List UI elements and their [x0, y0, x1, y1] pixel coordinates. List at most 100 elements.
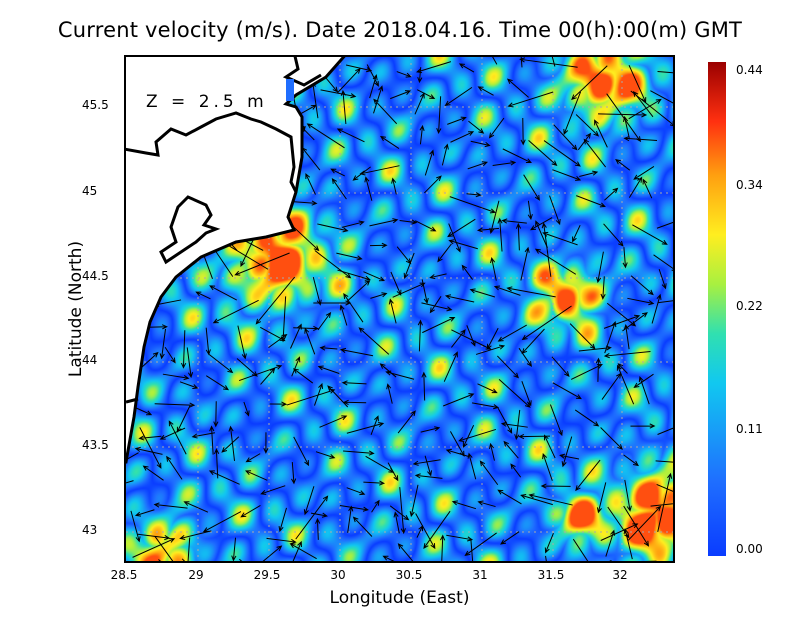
velocity-arrow — [492, 160, 517, 167]
map-plot-area — [124, 55, 675, 563]
velocity-arrow — [545, 555, 547, 561]
velocity-arrow — [396, 246, 412, 265]
velocity-arrow — [461, 264, 474, 280]
velocity-arrow — [315, 451, 336, 459]
velocity-arrow — [497, 489, 522, 505]
velocity-arrow — [436, 96, 442, 135]
velocity-arrow — [540, 483, 571, 489]
y-tick-label: 43 — [82, 523, 98, 537]
velocity-arrow — [521, 305, 572, 341]
velocity-arrow — [399, 487, 406, 535]
velocity-arrow — [320, 89, 357, 99]
velocity-arrow — [530, 217, 553, 231]
velocity-arrow — [604, 187, 619, 201]
velocity-arrow — [657, 472, 673, 532]
velocity-arrow — [606, 93, 642, 143]
velocity-arrow — [501, 218, 527, 224]
velocity-arrow — [579, 170, 599, 178]
velocity-arrow — [159, 328, 167, 360]
velocity-arrow — [363, 271, 386, 282]
velocity-arrow — [337, 269, 371, 281]
velocity-arrow — [615, 159, 631, 171]
velocity-arrow — [575, 114, 600, 137]
velocity-arrow — [542, 452, 553, 481]
velocity-arrow — [183, 501, 209, 513]
velocity-arrow — [543, 140, 581, 167]
velocity-arrow — [458, 428, 497, 443]
velocity-arrow — [337, 67, 361, 94]
velocity-arrow — [306, 562, 345, 563]
velocity-arrow — [138, 435, 162, 441]
velocity-arrow — [415, 220, 437, 232]
velocity-arrow — [486, 327, 499, 350]
velocity-arrow — [373, 85, 384, 114]
velocity-arrow — [330, 168, 345, 177]
velocity-arrow — [213, 401, 219, 428]
velocity-arrow — [600, 276, 606, 300]
velocity-arrow — [245, 453, 261, 463]
velocity-arrow — [488, 442, 495, 461]
velocity-arrow — [364, 176, 373, 201]
velocity-arrow — [423, 510, 451, 550]
velocity-arrow — [449, 196, 497, 214]
velocity-arrow — [312, 276, 322, 306]
velocity-arrow — [466, 325, 476, 347]
velocity-arrow — [278, 507, 287, 533]
velocity-arrow — [221, 436, 240, 453]
velocity-arrow — [492, 57, 498, 65]
velocity-arrow — [341, 220, 365, 228]
x-tick-label: 31 — [472, 568, 488, 582]
velocity-arrow — [424, 455, 433, 477]
velocity-arrow — [578, 345, 612, 352]
velocity-arrow — [498, 379, 531, 408]
velocity-arrow — [541, 222, 552, 277]
velocity-arrow — [379, 363, 397, 378]
velocity-arrow — [528, 493, 573, 506]
velocity-arrow — [497, 217, 503, 252]
velocity-arrow — [286, 388, 336, 406]
velocity-arrow — [632, 90, 654, 118]
velocity-arrow — [572, 538, 589, 561]
velocity-arrow — [467, 452, 477, 480]
velocity-arrow — [231, 537, 237, 561]
velocity-arrow — [471, 402, 500, 410]
velocity-arrow — [414, 92, 425, 115]
velocity-arrow — [518, 347, 532, 368]
velocity-arrow — [369, 242, 388, 248]
y-tick-label: 44.5 — [82, 269, 109, 283]
velocity-arrow — [630, 90, 673, 127]
velocity-arrow — [191, 432, 216, 439]
velocity-arrow — [414, 473, 443, 479]
x-tick-label: 30.5 — [395, 568, 423, 582]
velocity-arrow — [243, 401, 250, 417]
velocity-arrow — [506, 286, 556, 298]
velocity-arrow — [417, 67, 423, 84]
velocity-arrow — [622, 115, 631, 140]
velocity-arrow — [543, 434, 556, 459]
velocity-arrow — [446, 534, 474, 542]
velocity-arrow — [544, 533, 554, 554]
velocity-arrow — [520, 246, 530, 281]
velocity-arrow — [574, 409, 600, 427]
velocity-arrow — [437, 243, 452, 263]
velocity-arrow — [630, 423, 656, 429]
velocity-arrow — [126, 480, 134, 484]
velocity-arrow — [139, 427, 162, 469]
velocity-arrow — [497, 324, 527, 342]
velocity-arrow — [506, 78, 529, 98]
velocity-arrow — [346, 422, 385, 434]
velocity-arrow — [336, 252, 363, 261]
velocity-arrow — [317, 365, 340, 374]
velocity-arrow — [290, 323, 302, 349]
x-tick-label: 29 — [188, 568, 204, 582]
velocity-arrow — [447, 116, 467, 125]
velocity-arrow — [469, 288, 496, 298]
velocity-arrow — [627, 297, 655, 306]
velocity-arrow — [552, 382, 582, 400]
velocity-arrow — [291, 356, 301, 377]
velocity-arrow — [195, 291, 211, 300]
velocity-arrow — [607, 506, 630, 539]
velocity-arrow — [388, 298, 397, 324]
velocity-arrow — [209, 285, 237, 301]
velocity-arrow — [295, 495, 329, 540]
